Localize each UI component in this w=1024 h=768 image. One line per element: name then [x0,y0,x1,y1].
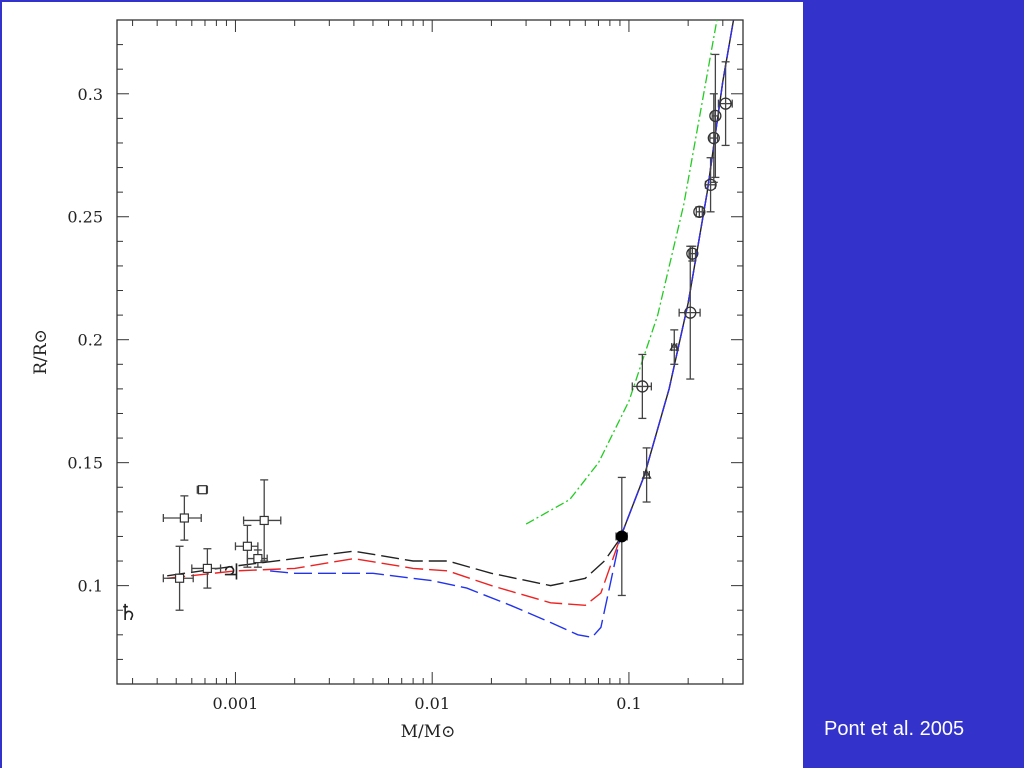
x-tick-label: 0.001 [213,694,259,713]
triangle-marker [641,469,652,479]
circle-data-point [693,205,706,218]
filled-circle-data-point [615,476,628,597]
square-marker [197,485,208,495]
y-tick-label: 0.15 [67,454,103,473]
black-model-curve-upper [619,19,735,540]
black-model-curve [167,538,621,587]
circle-data-point [709,53,722,179]
y-axis-title: R/R⊙ [31,329,51,375]
square-data-point [196,485,209,495]
credit-text: Pont et al. 2005 [824,718,965,740]
x-tick-label: 0.1 [616,694,641,713]
circle-data-point [631,353,652,420]
y-tick-label: 0.25 [67,208,103,227]
circle-marker [684,306,697,319]
blue-model-curve [270,538,621,639]
model-curves [167,19,735,639]
annotations: ♄♃ [118,560,241,626]
red-model-curve [167,538,621,607]
data-points [162,53,733,611]
square-marker [253,553,263,564]
chart: 0.001 0.01 0.10.10.150.20.250.3 M/M⊙ R/R⊙ … [31,19,744,742]
planet-symbol: ♄ [118,601,138,626]
circle-marker [686,247,699,260]
square-marker [242,541,252,551]
circle-data-point [686,245,699,262]
triangle-data-point [669,329,680,365]
planet-symbol: ♃ [221,560,241,585]
plot-frame [116,19,744,685]
square-marker [202,563,212,574]
x-tick-label: 0.01 [414,694,450,713]
square-data-point [242,479,282,562]
square-marker [259,515,269,526]
circle-marker [704,178,717,191]
axis-ticks [117,19,743,685]
tick-labels: 0.001 0.01 0.1 0.1 0.15 0.2 0.25 0.3 [67,85,641,713]
circle-marker [707,131,720,145]
red-model-curve-upper [619,19,735,540]
x-axis-title: M/M⊙ [401,722,456,742]
circle-marker [709,109,722,123]
square-data-point [191,548,222,589]
circle-marker [693,205,706,218]
square-data-point [162,545,194,611]
circle-marker [636,380,649,393]
y-tick-label: 0.3 [78,85,103,104]
square-data-point [162,495,202,541]
circle-data-point [678,245,701,380]
circle-data-point [717,61,733,147]
slide-panel: 0.001 0.01 0.1 0.1 0.15 0.2 0.25 0.3 M/M⊙ R/R⊙ … [0,0,803,768]
filled-circle-marker [615,530,628,543]
blue-model-curve-upper [619,19,735,540]
triangle-marker [669,341,680,351]
square-marker [179,513,189,523]
square-marker [174,573,185,583]
circle-data-point [707,93,720,183]
circle-marker [719,97,732,110]
triangle-data-point [641,447,652,503]
green-model-curve [525,19,718,525]
square-data-point [234,524,259,568]
y-tick-label: 0.1 [78,577,103,596]
y-tick-label: 0.2 [78,331,103,350]
